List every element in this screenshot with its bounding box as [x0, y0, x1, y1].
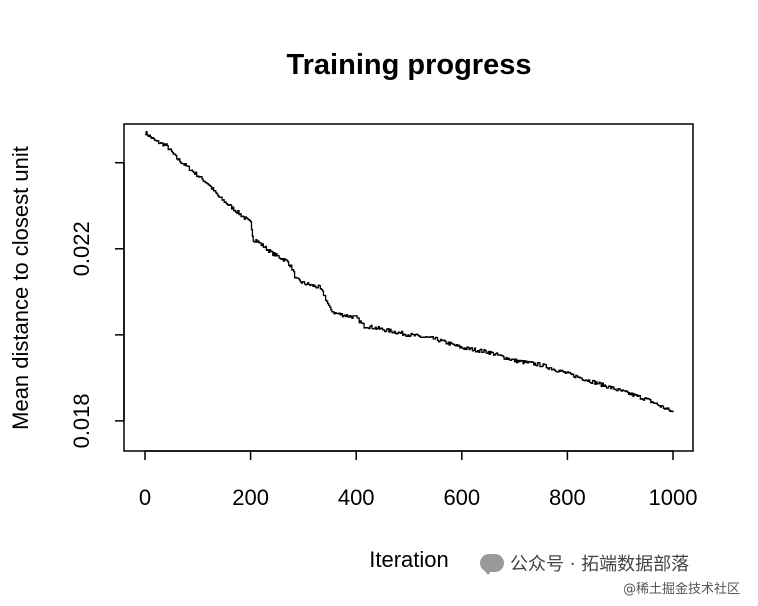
- y-axis-label: Mean distance to closest unit: [8, 146, 33, 430]
- watermark-line1: 公众号 · 拓端数据部落: [480, 550, 689, 576]
- x-tick-label: 400: [338, 485, 375, 510]
- y-tick-label: 0.018: [69, 393, 94, 448]
- chart-title: Training progress: [287, 49, 532, 81]
- watermark-text: 公众号 · 拓端数据部落: [510, 554, 690, 575]
- x-tick-label: 1000: [649, 485, 698, 510]
- watermark: 公众号 · 拓端数据部落 @稀土掘金技术社区: [480, 546, 740, 598]
- x-axis: 0 200 400 600 800 1000: [139, 450, 698, 510]
- x-tick-label: 0: [139, 485, 151, 510]
- watermark-subtext: @稀土掘金技术社区: [622, 582, 740, 597]
- x-tick-label: 200: [232, 485, 269, 510]
- y-axis: 0.018 0.022: [69, 161, 125, 448]
- wechat-icon: [480, 554, 504, 575]
- x-tick-label: 800: [549, 485, 586, 510]
- x-axis-label: Iteration: [369, 547, 449, 572]
- plot-frame: [123, 123, 694, 452]
- series-layer: [145, 131, 674, 413]
- y-tick-label: 0.022: [69, 221, 94, 276]
- series-line: [145, 131, 674, 413]
- x-tick-label: 600: [443, 485, 480, 510]
